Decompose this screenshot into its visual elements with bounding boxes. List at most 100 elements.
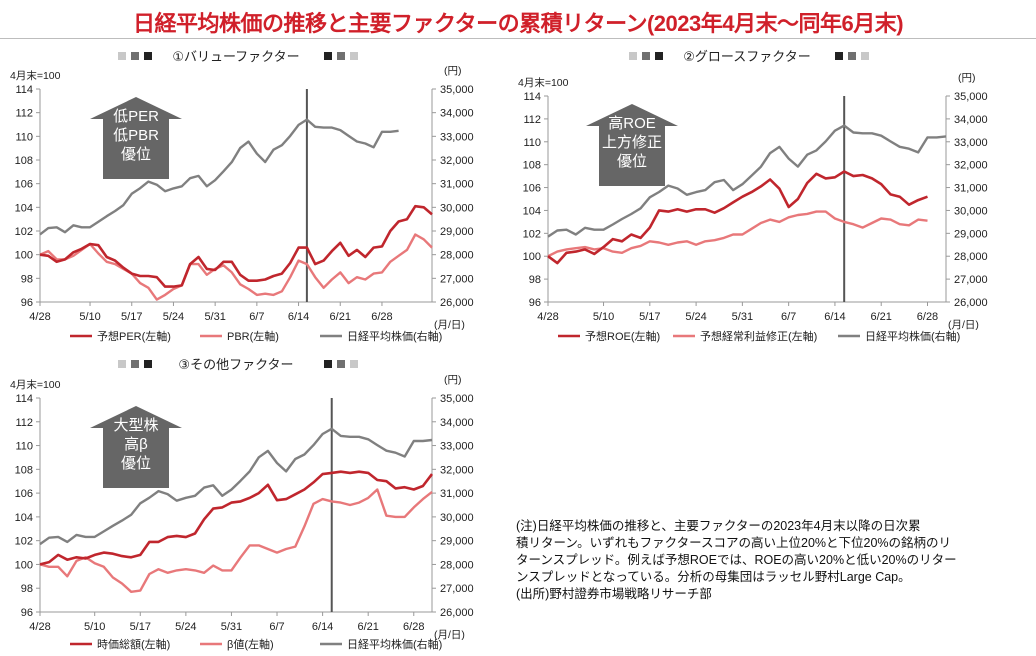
x-tick-label: 5/10 — [84, 621, 105, 633]
left-axis-unit: 4月末=100 — [10, 378, 61, 391]
panel-title: ③その他ファクター — [178, 357, 293, 372]
left-tick-label: 102 — [15, 536, 33, 548]
right-tick-label: 35,000 — [954, 91, 988, 103]
left-tick-label: 104 — [15, 202, 33, 214]
right-tick-label: 32,000 — [954, 160, 988, 172]
left-tick-label: 112 — [15, 108, 33, 120]
left-tick-label: 102 — [523, 228, 541, 240]
left-axis-unit: 4月末=100 — [10, 69, 61, 82]
left-tick-label: 108 — [15, 155, 33, 167]
x-tick-label: 6/14 — [312, 621, 333, 633]
x-tick-label: 6/7 — [249, 311, 264, 323]
legend-label: 予想PER(左軸) — [97, 329, 171, 343]
x-tick-label: 6/28 — [403, 621, 424, 633]
decor-square-icon — [144, 360, 152, 368]
decor-square-icon — [144, 52, 152, 60]
callout-arrow-icon — [586, 104, 678, 186]
x-tick-label: 6/21 — [870, 311, 891, 323]
right-tick-label: 34,000 — [440, 108, 474, 120]
decor-square-icon — [324, 52, 332, 60]
series-line-2 — [39, 233, 433, 301]
right-tick-label: 35,000 — [440, 393, 474, 405]
series-line-3 — [39, 118, 399, 236]
left-tick-label: 100 — [523, 251, 541, 263]
left-tick-label: 96 — [21, 607, 33, 619]
left-tick-label: 110 — [523, 137, 541, 149]
legend-label: PBR(左軸) — [227, 329, 279, 343]
chart-panel-2: ②グロースファクター 4月末=100 (円) (月/日) 96 98 100 102 104 10… — [518, 49, 988, 343]
note-line: ンスプレッドとなっている。分析の母集団はラッセル野村Large Cap。 — [516, 570, 911, 584]
title-divider — [0, 38, 1036, 39]
note-line: ターンスプレッド。例えば予想ROEでは、ROEの高い20%と低い20%のリター — [516, 553, 957, 567]
callout-text: 低PER — [113, 108, 159, 125]
left-tick-label: 106 — [15, 488, 33, 500]
callout-arrow-icon — [90, 406, 182, 488]
note-line: (注)日経平均株価の推移と、主要ファクターの2023年4月末以降の日次累 — [516, 519, 921, 533]
right-tick-label: 32,000 — [440, 155, 474, 167]
x-tick-label: 4/28 — [29, 621, 50, 633]
x-tick-label: 6/28 — [371, 311, 392, 323]
right-tick-label: 32,000 — [440, 464, 474, 476]
decor-square-icon — [118, 52, 126, 60]
left-tick-label: 114 — [15, 84, 33, 96]
decor-square-icon — [337, 360, 345, 368]
x-tick-label: 5/10 — [79, 311, 100, 323]
left-tick-label: 98 — [21, 583, 33, 595]
left-tick-label: 110 — [15, 131, 33, 143]
x-tick-label: 6/28 — [917, 311, 938, 323]
note-line: 積リターン。いずれもファクタースコアの高い上位20%と下位20%の銘柄のリ — [516, 536, 952, 550]
x-tick-label: 6/21 — [330, 311, 351, 323]
callout-text: 上方修正 — [602, 134, 662, 151]
right-tick-label: 34,000 — [440, 417, 474, 429]
decor-square-icon — [350, 360, 358, 368]
callout-text: 優位 — [121, 146, 151, 163]
right-tick-label: 27,000 — [440, 273, 474, 285]
right-tick-label: 30,000 — [440, 512, 474, 524]
decor-square-icon — [350, 52, 358, 60]
x-tick-label: 5/31 — [732, 311, 753, 323]
right-tick-label: 33,000 — [954, 137, 988, 149]
decor-square-icon — [655, 52, 663, 60]
left-tick-label: 104 — [523, 205, 541, 217]
left-axis-unit: 4月末=100 — [518, 76, 569, 89]
callout-text: 優位 — [617, 153, 647, 170]
decor-square-icon — [642, 52, 650, 60]
callout-text: 高ROE — [608, 115, 656, 132]
right-axis-unit: (円) — [444, 374, 462, 386]
callout-text: 優位 — [121, 455, 151, 472]
x-axis-unit: (月/日) — [434, 629, 465, 641]
note-block: (注)日経平均株価の推移と、主要ファクターの2023年4月末以降の日次累 積リタ… — [516, 518, 1016, 603]
legend-label: 日経平均株価(右軸) — [865, 329, 960, 343]
left-tick-label: 98 — [529, 274, 541, 286]
x-tick-label: 5/17 — [130, 621, 151, 633]
decor-square-icon — [324, 360, 332, 368]
left-tick-label: 106 — [523, 183, 541, 195]
left-tick-label: 114 — [15, 393, 33, 405]
left-tick-label: 104 — [15, 512, 33, 524]
x-tick-label: 5/24 — [175, 621, 196, 633]
x-tick-label: 6/14 — [824, 311, 845, 323]
legend-label: 予想経常利益修正(左軸) — [700, 329, 817, 343]
x-tick-label: 5/31 — [204, 311, 225, 323]
left-tick-label: 102 — [15, 226, 33, 238]
right-tick-label: 26,000 — [440, 607, 474, 619]
panel-title: ①バリューファクター — [172, 49, 299, 64]
x-tick-label: 4/28 — [537, 311, 558, 323]
legend-label: 日経平均株価(右軸) — [347, 637, 442, 651]
callout-text: 大型株 — [113, 417, 158, 434]
right-tick-label: 29,000 — [440, 536, 474, 548]
left-tick-label: 106 — [15, 179, 33, 191]
callout-text: 低PBR — [113, 127, 159, 144]
series-line-2 — [39, 488, 433, 593]
x-tick-label: 5/17 — [121, 311, 142, 323]
x-tick-label: 5/24 — [685, 311, 706, 323]
series-line-3 — [547, 124, 947, 238]
left-tick-label: 112 — [15, 417, 33, 429]
right-tick-label: 30,000 — [954, 205, 988, 217]
decor-square-icon — [848, 52, 856, 60]
right-tick-label: 26,000 — [440, 297, 474, 309]
right-tick-label: 33,000 — [440, 441, 474, 453]
right-tick-label: 31,000 — [954, 183, 988, 195]
right-tick-label: 28,000 — [440, 559, 474, 571]
